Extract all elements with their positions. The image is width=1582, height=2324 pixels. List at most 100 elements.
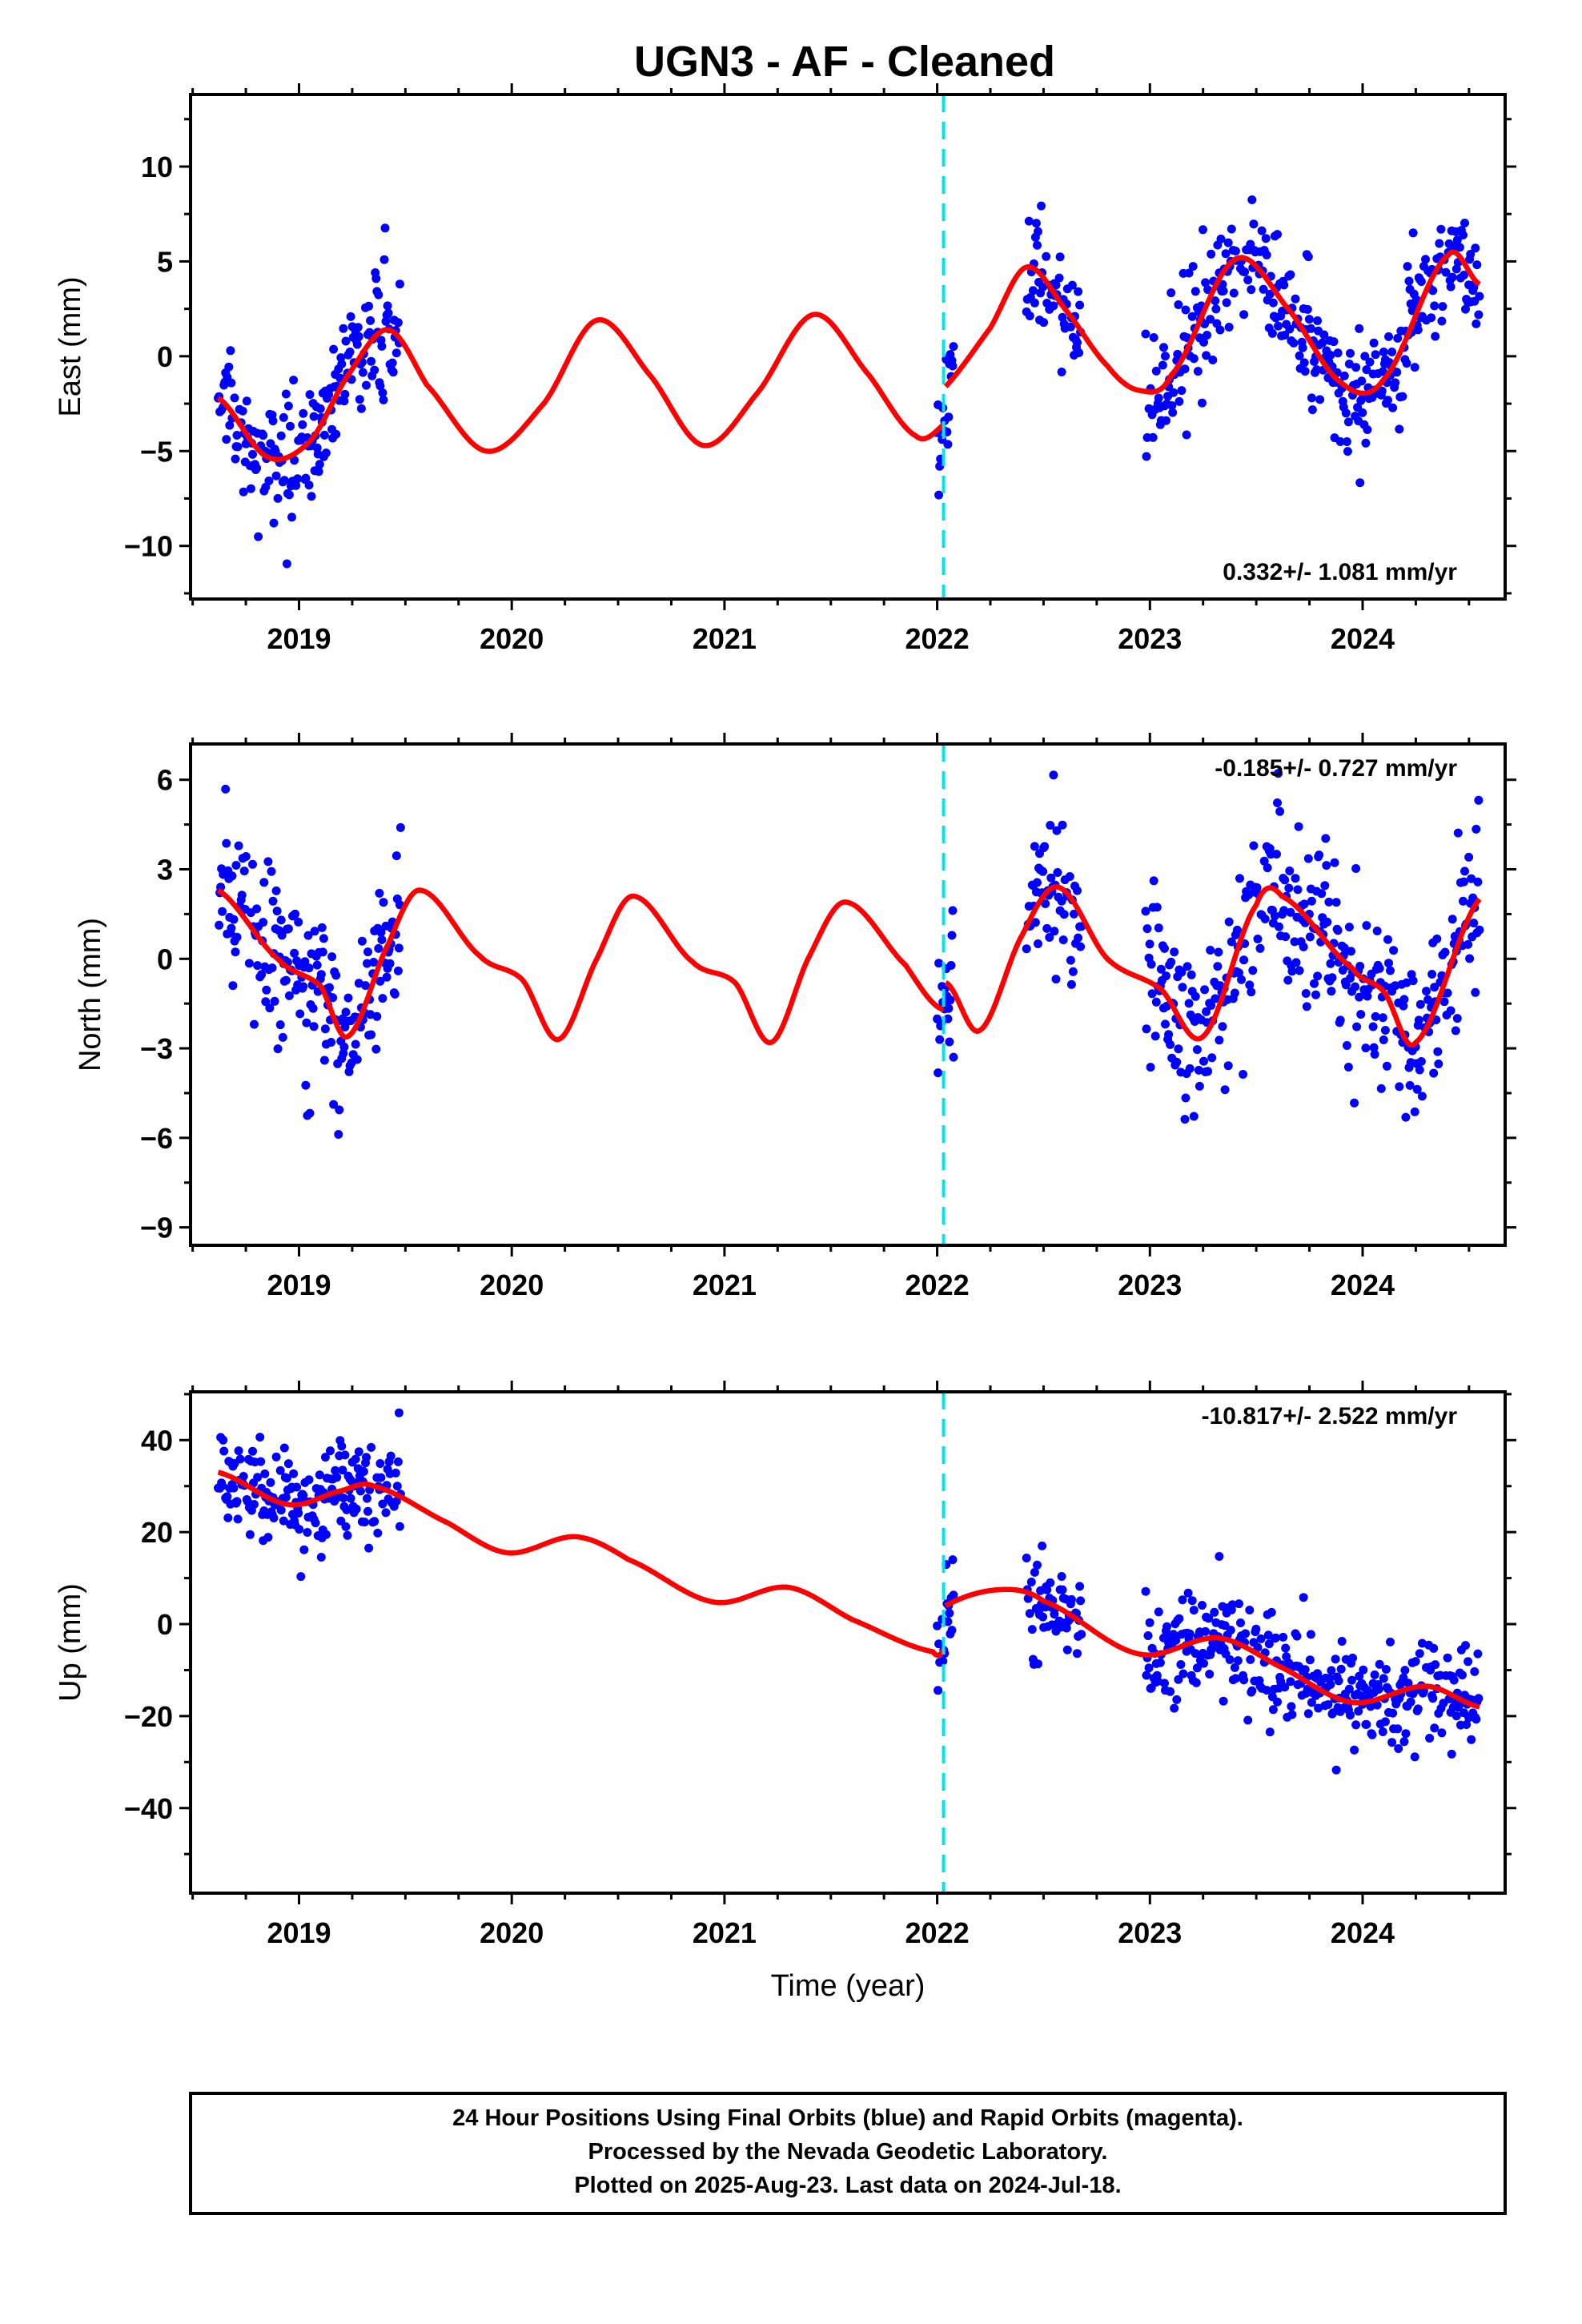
north-mm-point [278,1032,287,1042]
north-mm-point [228,981,238,991]
east-mm-point [1199,337,1208,347]
up-mm-x-ticks [191,1381,1471,1904]
north-mm-point [1370,1050,1379,1059]
east-mm-point [1335,437,1345,446]
up-mm-point [1225,1655,1235,1664]
up-mm-point [1273,1697,1282,1707]
footer-frame [189,2092,1507,2215]
east-mm-point [1303,304,1312,314]
north-mm-point [1395,1082,1404,1092]
east-mm-plot-area [214,195,1484,569]
up-mm-x-tick-label: 2022 [905,1916,970,1949]
east-mm-point [340,389,350,399]
north-mm-point [1270,911,1279,921]
east-mm-point [371,274,381,283]
east-mm-point [1177,386,1186,396]
up-mm-point [223,1492,232,1502]
north-mm-point [1464,852,1474,862]
north-mm-point [257,970,267,979]
east-mm-point [1342,437,1351,446]
east-mm-point [355,395,364,404]
north-mm-point [351,1039,360,1049]
up-mm-point [260,1469,270,1478]
up-mm-point [1191,1678,1201,1687]
east-mm-point [1410,363,1419,372]
north-mm-point [945,1037,954,1047]
east-mm-y-tick-label: 10 [141,151,173,183]
east-mm-point [1033,240,1042,250]
east-mm-point [1388,403,1398,412]
east-mm-point [254,532,263,541]
north-mm-y-tick-label: −6 [140,1122,173,1155]
east-mm-point [1387,348,1397,356]
up-mm-point [376,1473,386,1482]
east-mm-point [1437,316,1447,326]
up-mm-point [1443,1653,1452,1663]
east-mm-point [1166,288,1176,298]
up-mm-point [1230,1663,1239,1672]
up-mm-point [1204,1614,1214,1623]
east-mm-point [1307,405,1317,415]
up-mm-point [1027,1625,1037,1634]
north-mm-y-tick-label: 3 [157,854,173,887]
east-mm-point [380,223,390,233]
north-mm-point [1352,1022,1362,1031]
east-mm-y-ticks [179,118,1516,595]
north-mm-point [1074,933,1083,943]
north-mm-point [1030,842,1039,851]
up-mm-point [934,1686,943,1695]
east-mm-point [1383,396,1392,405]
east-mm-point [370,365,379,375]
north-mm-point [1189,1112,1199,1121]
up-mm-y-tick-label: −20 [124,1700,173,1733]
east-mm-point [289,376,299,385]
north-mm-point [943,1014,953,1023]
north-mm-point [309,1022,319,1031]
east-mm-point [365,328,375,337]
north-mm-point [1160,943,1169,953]
north-mm-point [1162,971,1170,981]
north-mm-point [1215,1035,1224,1045]
north-mm-point [1200,985,1210,995]
up-mm-point [1449,1675,1459,1685]
up-mm-point [1346,1711,1355,1720]
east-mm-x-ticks [191,83,1471,610]
east-mm-point [233,442,243,452]
east-mm-y-tick-label: −5 [140,435,173,468]
east-mm-point [1198,398,1207,408]
east-mm-point [1346,348,1355,358]
north-mm-point [1322,861,1331,870]
north-mm-point [1459,896,1468,906]
up-mm-point [947,1626,957,1635]
north-mm-point [319,1055,329,1065]
up-mm-point [1406,1697,1415,1707]
up-mm-point [1077,1630,1086,1639]
east-mm-point [354,332,363,341]
east-mm-point [276,431,286,440]
north-mm-point [1059,910,1069,919]
up-mm-point [1452,1711,1461,1721]
north-mm-point [1184,999,1194,1008]
east-mm-point [1307,393,1316,403]
up-mm-point [1300,1665,1310,1675]
east-mm-model-curve-pre-break [216,312,946,462]
east-mm-point [1472,319,1481,328]
north-mm-point [232,932,242,942]
east-mm-point [1161,352,1170,361]
up-mm-point [943,1617,953,1626]
up-mm-point [1347,1675,1356,1685]
north-mm-point [1218,1022,1227,1031]
east-mm-point [1216,234,1226,243]
north-mm-point [1405,1080,1415,1090]
north-mm-point [1368,1022,1378,1031]
up-mm-point [363,1494,371,1503]
up-mm-point [1331,1765,1341,1775]
east-mm-point [1371,350,1380,360]
up-mm-point [1236,1618,1245,1627]
east-mm-point [293,474,303,484]
east-mm-point [1024,216,1034,226]
up-mm-point [1256,1634,1266,1643]
east-mm-point [1273,230,1282,239]
north-mm-point [1343,1063,1353,1072]
north-mm-x-ticks [191,733,1471,1256]
